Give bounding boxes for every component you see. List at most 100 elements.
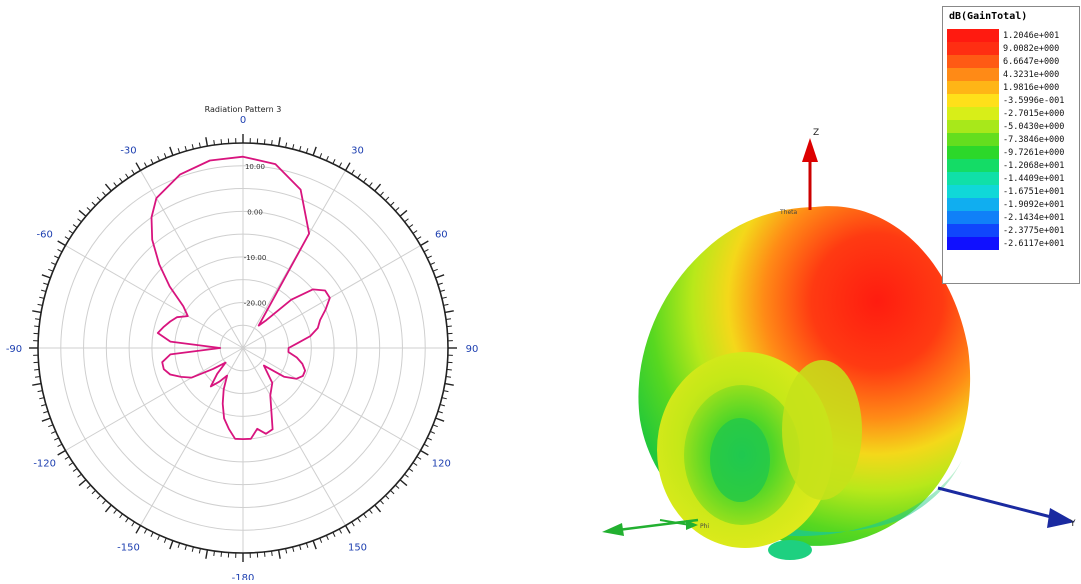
legend-value: -1.6751e+001 xyxy=(1003,187,1064,197)
polar-tick xyxy=(164,153,166,158)
polar-tick xyxy=(192,144,193,149)
polar-tick xyxy=(339,163,341,167)
polar-tick xyxy=(447,369,452,370)
polar-tick xyxy=(400,480,407,486)
polar-angle-label: 30 xyxy=(351,146,364,157)
legend-entry: -2.3775e+001 xyxy=(947,224,1077,237)
polar-tick xyxy=(97,197,100,201)
legend-value: 6.6647e+000 xyxy=(1003,57,1059,67)
polar-tick xyxy=(279,550,281,559)
polar-tick xyxy=(339,529,341,533)
polar-tick xyxy=(97,495,100,499)
polar-tick xyxy=(433,269,438,271)
polar-tick xyxy=(320,153,322,158)
polar-tick xyxy=(427,438,431,440)
legend-value: -2.3775e+001 xyxy=(1003,226,1064,236)
legend-entry: 1.9816e+000 xyxy=(947,81,1077,94)
polar-tick xyxy=(375,505,381,512)
polar-tick xyxy=(395,485,399,488)
polar-tick xyxy=(158,535,160,540)
polar-tick xyxy=(286,549,287,554)
polar-tick xyxy=(424,444,428,446)
polar-tick xyxy=(34,369,39,370)
legend-entry: -2.1434e+001 xyxy=(947,211,1077,224)
legend-swatch xyxy=(947,185,999,198)
polar-tick xyxy=(444,304,449,305)
polar-tick xyxy=(444,391,449,392)
polar-tick xyxy=(358,174,361,178)
polar-tick xyxy=(38,304,43,305)
polar-tick xyxy=(102,192,105,196)
legend-swatch xyxy=(947,107,999,120)
legend-swatch xyxy=(947,211,999,224)
legend-value: 9.0082e+000 xyxy=(1003,44,1059,54)
polar-tick xyxy=(206,137,208,146)
polar-tick xyxy=(430,431,435,433)
polar-tick xyxy=(333,532,335,536)
polar-tick xyxy=(438,411,443,413)
legend-value: -2.1434e+001 xyxy=(1003,213,1064,223)
legend-entry: 9.0082e+000 xyxy=(947,42,1077,55)
polar-tick xyxy=(300,545,301,550)
polar-tick xyxy=(424,249,428,251)
legend-entry: 6.6647e+000 xyxy=(947,55,1077,68)
polar-tick xyxy=(43,283,48,285)
polar-tick xyxy=(41,405,46,406)
z-axis-label: Z xyxy=(813,128,819,138)
polar-tick xyxy=(151,532,153,536)
polar-tick xyxy=(286,143,287,148)
legend-value: 1.9816e+000 xyxy=(1003,83,1059,93)
legend-swatch xyxy=(947,29,999,42)
polar-tick xyxy=(333,159,335,163)
legend-value: -3.5996e-001 xyxy=(1003,96,1064,106)
radiation-pattern-trace xyxy=(152,157,330,439)
legend-swatch xyxy=(947,120,999,133)
polar-tick xyxy=(417,457,421,460)
polar-angle-label: -60 xyxy=(37,230,53,241)
polar-tick xyxy=(206,550,208,559)
polar-tick xyxy=(144,163,146,167)
polar-tick xyxy=(445,311,454,313)
polar-angle-label: 90 xyxy=(466,344,479,355)
polar-tick xyxy=(440,290,445,291)
polar-tick xyxy=(221,552,222,557)
polar-tick xyxy=(445,384,454,386)
polar-tick xyxy=(385,495,388,499)
polar-plot: Radiation Pattern 3 0306090120150-180-15… xyxy=(0,95,500,580)
polar-tick xyxy=(326,156,328,161)
polar-angle-label: 120 xyxy=(432,459,451,470)
polar-tick xyxy=(363,514,366,518)
legend-swatch xyxy=(947,133,999,146)
polar-tick xyxy=(390,202,394,205)
legend-entry: 4.3231e+000 xyxy=(947,68,1077,81)
polar-tick xyxy=(380,192,383,196)
polar-tick xyxy=(73,468,77,471)
polar-tick xyxy=(65,237,69,240)
polar-tick xyxy=(158,156,160,161)
polar-tick xyxy=(35,377,40,378)
legend-swatch xyxy=(947,198,999,211)
legend-value: -5.0430e+000 xyxy=(1003,122,1064,132)
polar-angle-label: -150 xyxy=(117,542,140,553)
polar-tick xyxy=(78,219,82,222)
polar-tick xyxy=(105,184,111,191)
polar-tick xyxy=(48,269,53,271)
polar-tick xyxy=(132,170,135,174)
polar-tick xyxy=(69,231,73,234)
polar-tick xyxy=(102,500,105,504)
polar-tick xyxy=(293,547,294,552)
polar-tick xyxy=(417,237,421,240)
polar-tick xyxy=(32,311,41,313)
polar-tick xyxy=(264,139,265,144)
polar-tick xyxy=(114,183,117,187)
polar-angle-label: 60 xyxy=(435,230,448,241)
legend-swatch xyxy=(947,224,999,237)
polar-tick xyxy=(442,297,447,298)
polar-tick xyxy=(446,319,451,320)
polar-angle-label: -90 xyxy=(6,344,22,355)
polar-tick xyxy=(92,490,96,493)
polar-tick xyxy=(421,451,429,456)
polar-tick xyxy=(214,140,215,145)
